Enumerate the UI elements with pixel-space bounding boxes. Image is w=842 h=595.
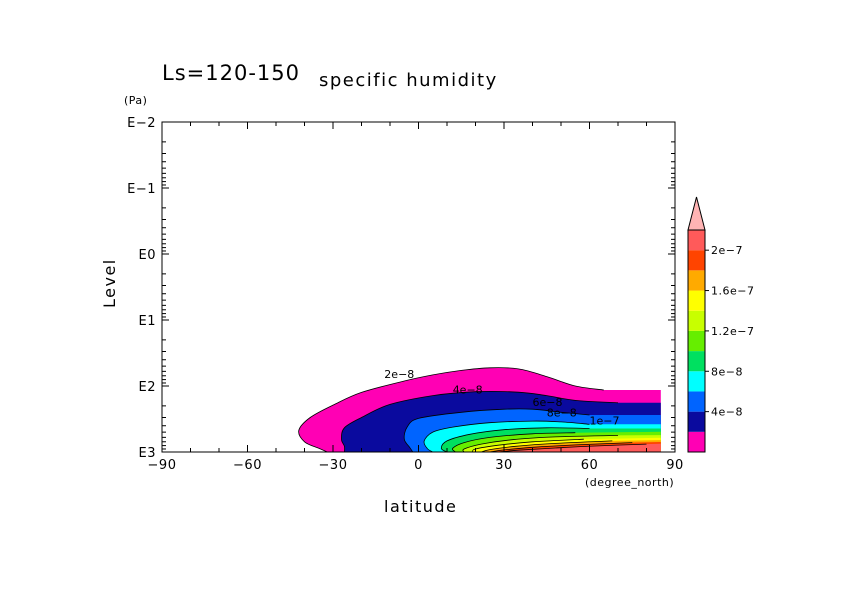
- colorbar-swatch: [688, 230, 705, 250]
- colorbar-swatch: [688, 291, 705, 311]
- colorbar-extend-arrow: [688, 197, 705, 230]
- colorbar-swatch: [688, 391, 705, 411]
- colorbar-tick-label: 4e−8: [711, 406, 743, 419]
- colorbar-swatch: [688, 311, 705, 331]
- contour-label: 8e−8: [547, 407, 577, 420]
- colorbar-tick-label: 2e−7: [711, 244, 743, 257]
- colorbar-swatch: [688, 270, 705, 290]
- y-tick-label: E3: [139, 446, 157, 461]
- chart-title: Ls=120-150: [162, 61, 300, 85]
- x-tick-label: −30: [319, 458, 348, 473]
- plot-area: 2e−84e−86e−88e−81e−7: [299, 368, 661, 452]
- y-tick-label: E2: [139, 380, 157, 395]
- x-unit-label: (degree_north): [585, 476, 674, 489]
- colorbar: 4e−8 8e−8 1.2e−7 1.6e−7 2e−7: [688, 197, 754, 452]
- colorbar-swatch: [688, 351, 705, 371]
- contour-label: 2e−8: [384, 368, 414, 381]
- contour-fills: [299, 368, 661, 452]
- contour-label: 1e−7: [590, 414, 620, 427]
- y-tick-label: E1: [139, 314, 157, 329]
- colorbar-swatch: [688, 432, 705, 452]
- x-tick-label: 60: [581, 458, 599, 473]
- colorbar-swatch: [688, 331, 705, 351]
- colorbar-swatch: [688, 371, 705, 391]
- chart-subtitle: specific humidity: [319, 70, 498, 91]
- x-tick-label: 30: [495, 458, 513, 473]
- x-tick-label: 0: [414, 458, 423, 473]
- colorbar-swatch: [688, 412, 705, 432]
- colorbar-tick-label: 1.2e−7: [711, 325, 754, 338]
- y-tick-label: E−2: [127, 116, 156, 131]
- colorbar-tick-label: 1.6e−7: [711, 285, 754, 298]
- contour-label: 4e−8: [453, 384, 483, 397]
- y-axis-title: Level: [100, 258, 119, 308]
- y-tick-label: E0: [139, 248, 157, 263]
- colorbar-swatch: [688, 250, 705, 270]
- x-tick-label: −60: [233, 458, 262, 473]
- colorbar-tick-label: 8e−8: [711, 365, 743, 378]
- y-tick-label: E−1: [127, 182, 156, 197]
- x-axis-title: latitude: [384, 497, 457, 516]
- x-tick-label: 90: [666, 458, 684, 473]
- y-unit-label: (Pa): [124, 94, 147, 107]
